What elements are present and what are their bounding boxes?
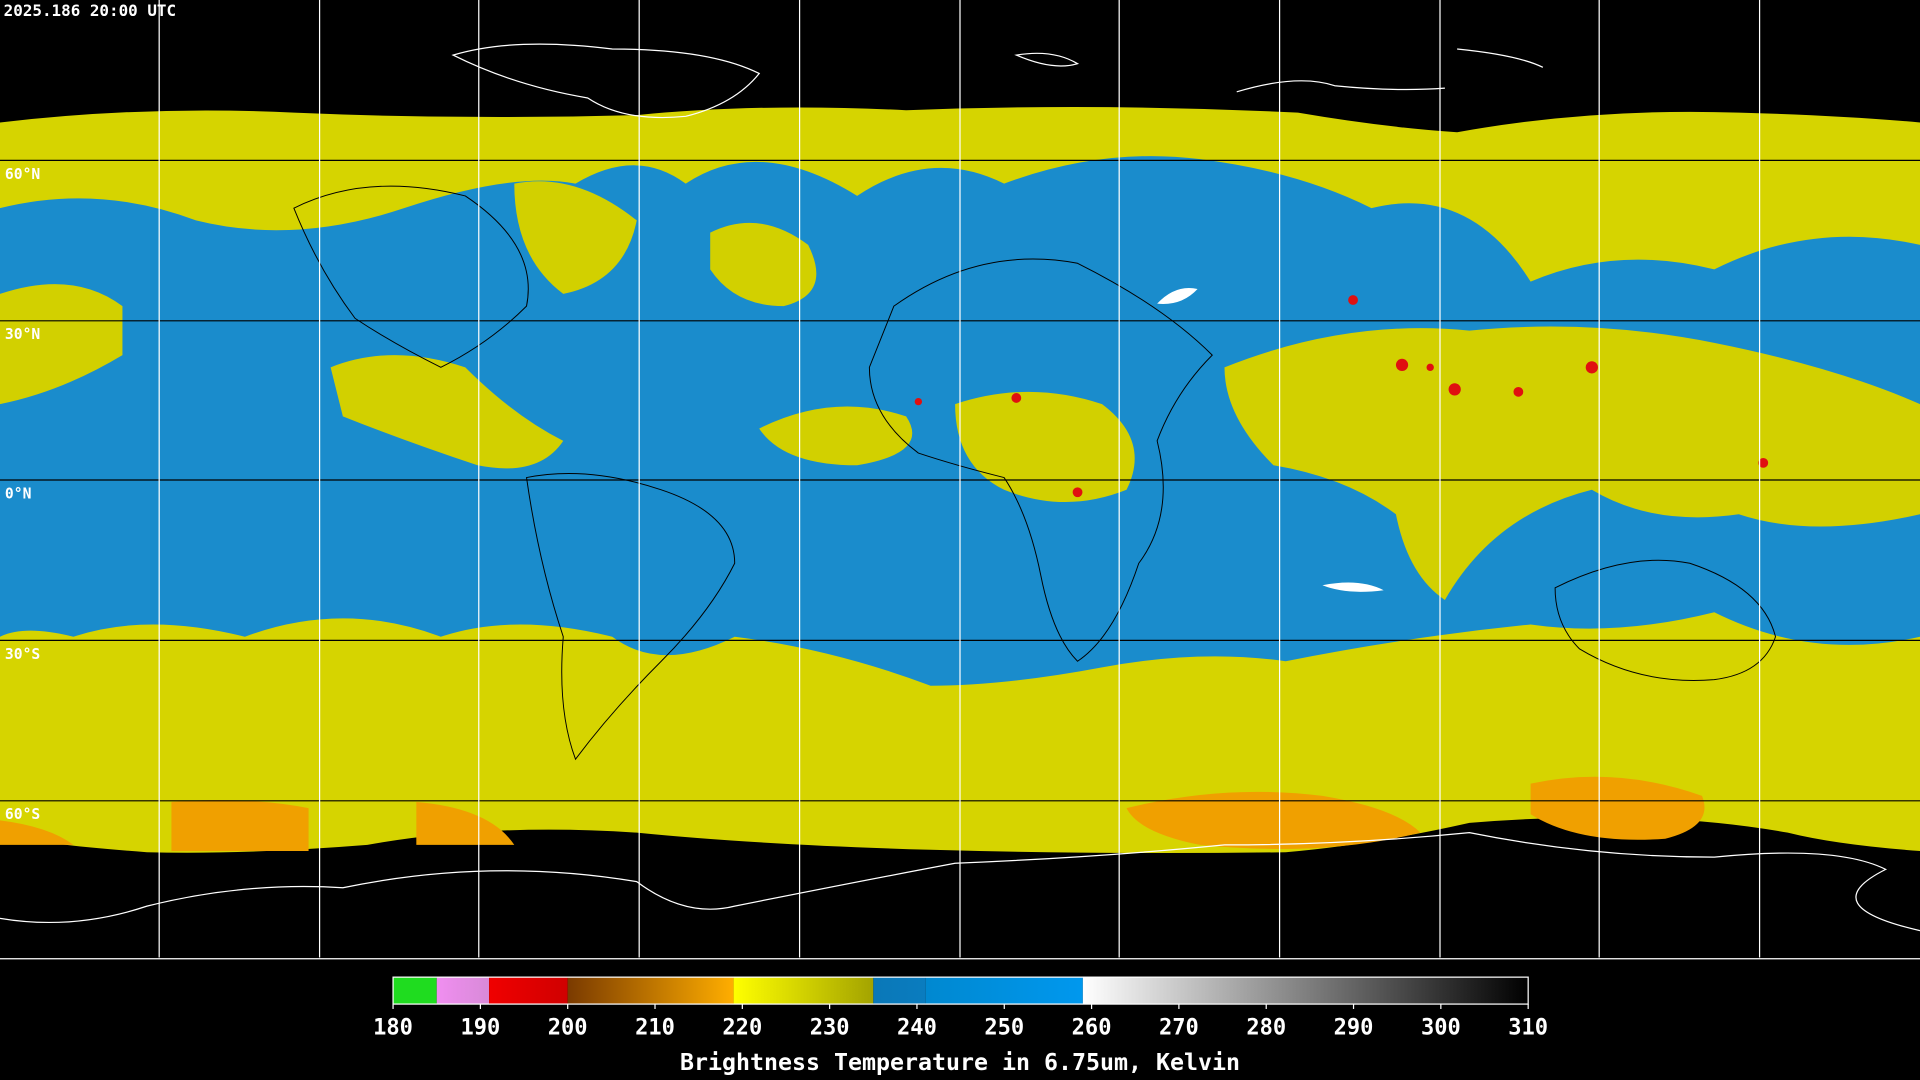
water-vapor-map	[0, 0, 1920, 960]
colorbar-tick-label: 240	[897, 1016, 937, 1041]
colorbar-tick-label: 220	[722, 1016, 762, 1041]
colorbar-tick-label: 200	[548, 1016, 588, 1041]
lat-label: 0°N	[5, 485, 32, 502]
lat-label: 60°S	[5, 806, 40, 823]
colorbar-tick-label: 180	[373, 1016, 413, 1041]
colorbar-segment	[733, 977, 874, 1005]
meridians	[158, 0, 1761, 958]
timestamp: 2025.186 20:00 UTC	[4, 1, 176, 20]
lat-label: 30°N	[5, 326, 40, 343]
colorbar-label: Brightness Temperature in 6.75um, Kelvin	[680, 1049, 1240, 1076]
colorbar-segment	[1082, 977, 1529, 1005]
convective-cells	[914, 295, 1769, 498]
colorbar-segment	[393, 977, 437, 1005]
coastlines	[293, 185, 1777, 761]
colorbar-segment	[925, 977, 1083, 1005]
colorbar-segment	[873, 977, 926, 1005]
lat-label: 60°N	[5, 166, 40, 183]
polar-coastlines	[0, 43, 1920, 932]
colorbar-tick-label: 230	[810, 1016, 850, 1041]
colorbar-tick-label: 260	[1072, 1016, 1112, 1041]
colorbar-frame	[392, 976, 1529, 1005]
colorbar-segment	[489, 977, 568, 1005]
colorbar-tick-label: 290	[1334, 1016, 1374, 1041]
colorbar-tick-label: 270	[1159, 1016, 1199, 1041]
colorbar-tick-label: 250	[984, 1016, 1024, 1041]
colorbar: 180 190 200 210 220 230 240 250 260 270 280 290 300 3…	[373, 976, 1548, 1041]
colorbar-tick-label: 190	[460, 1016, 500, 1041]
colorbar-tick-label: 210	[635, 1016, 675, 1041]
colorbar-segment	[436, 977, 490, 1005]
colorbar-tick-label: 300	[1421, 1016, 1461, 1041]
colorbar-segment	[567, 977, 734, 1005]
cold-cloud	[0, 776, 1705, 852]
colorbar-tick-label: 310	[1508, 1016, 1548, 1041]
latitude-labels: 60°N 30°N 0°N 30°S 60°S	[5, 166, 40, 823]
lat-label: 30°S	[5, 646, 40, 663]
colorbar-tick-label: 280	[1246, 1016, 1286, 1041]
